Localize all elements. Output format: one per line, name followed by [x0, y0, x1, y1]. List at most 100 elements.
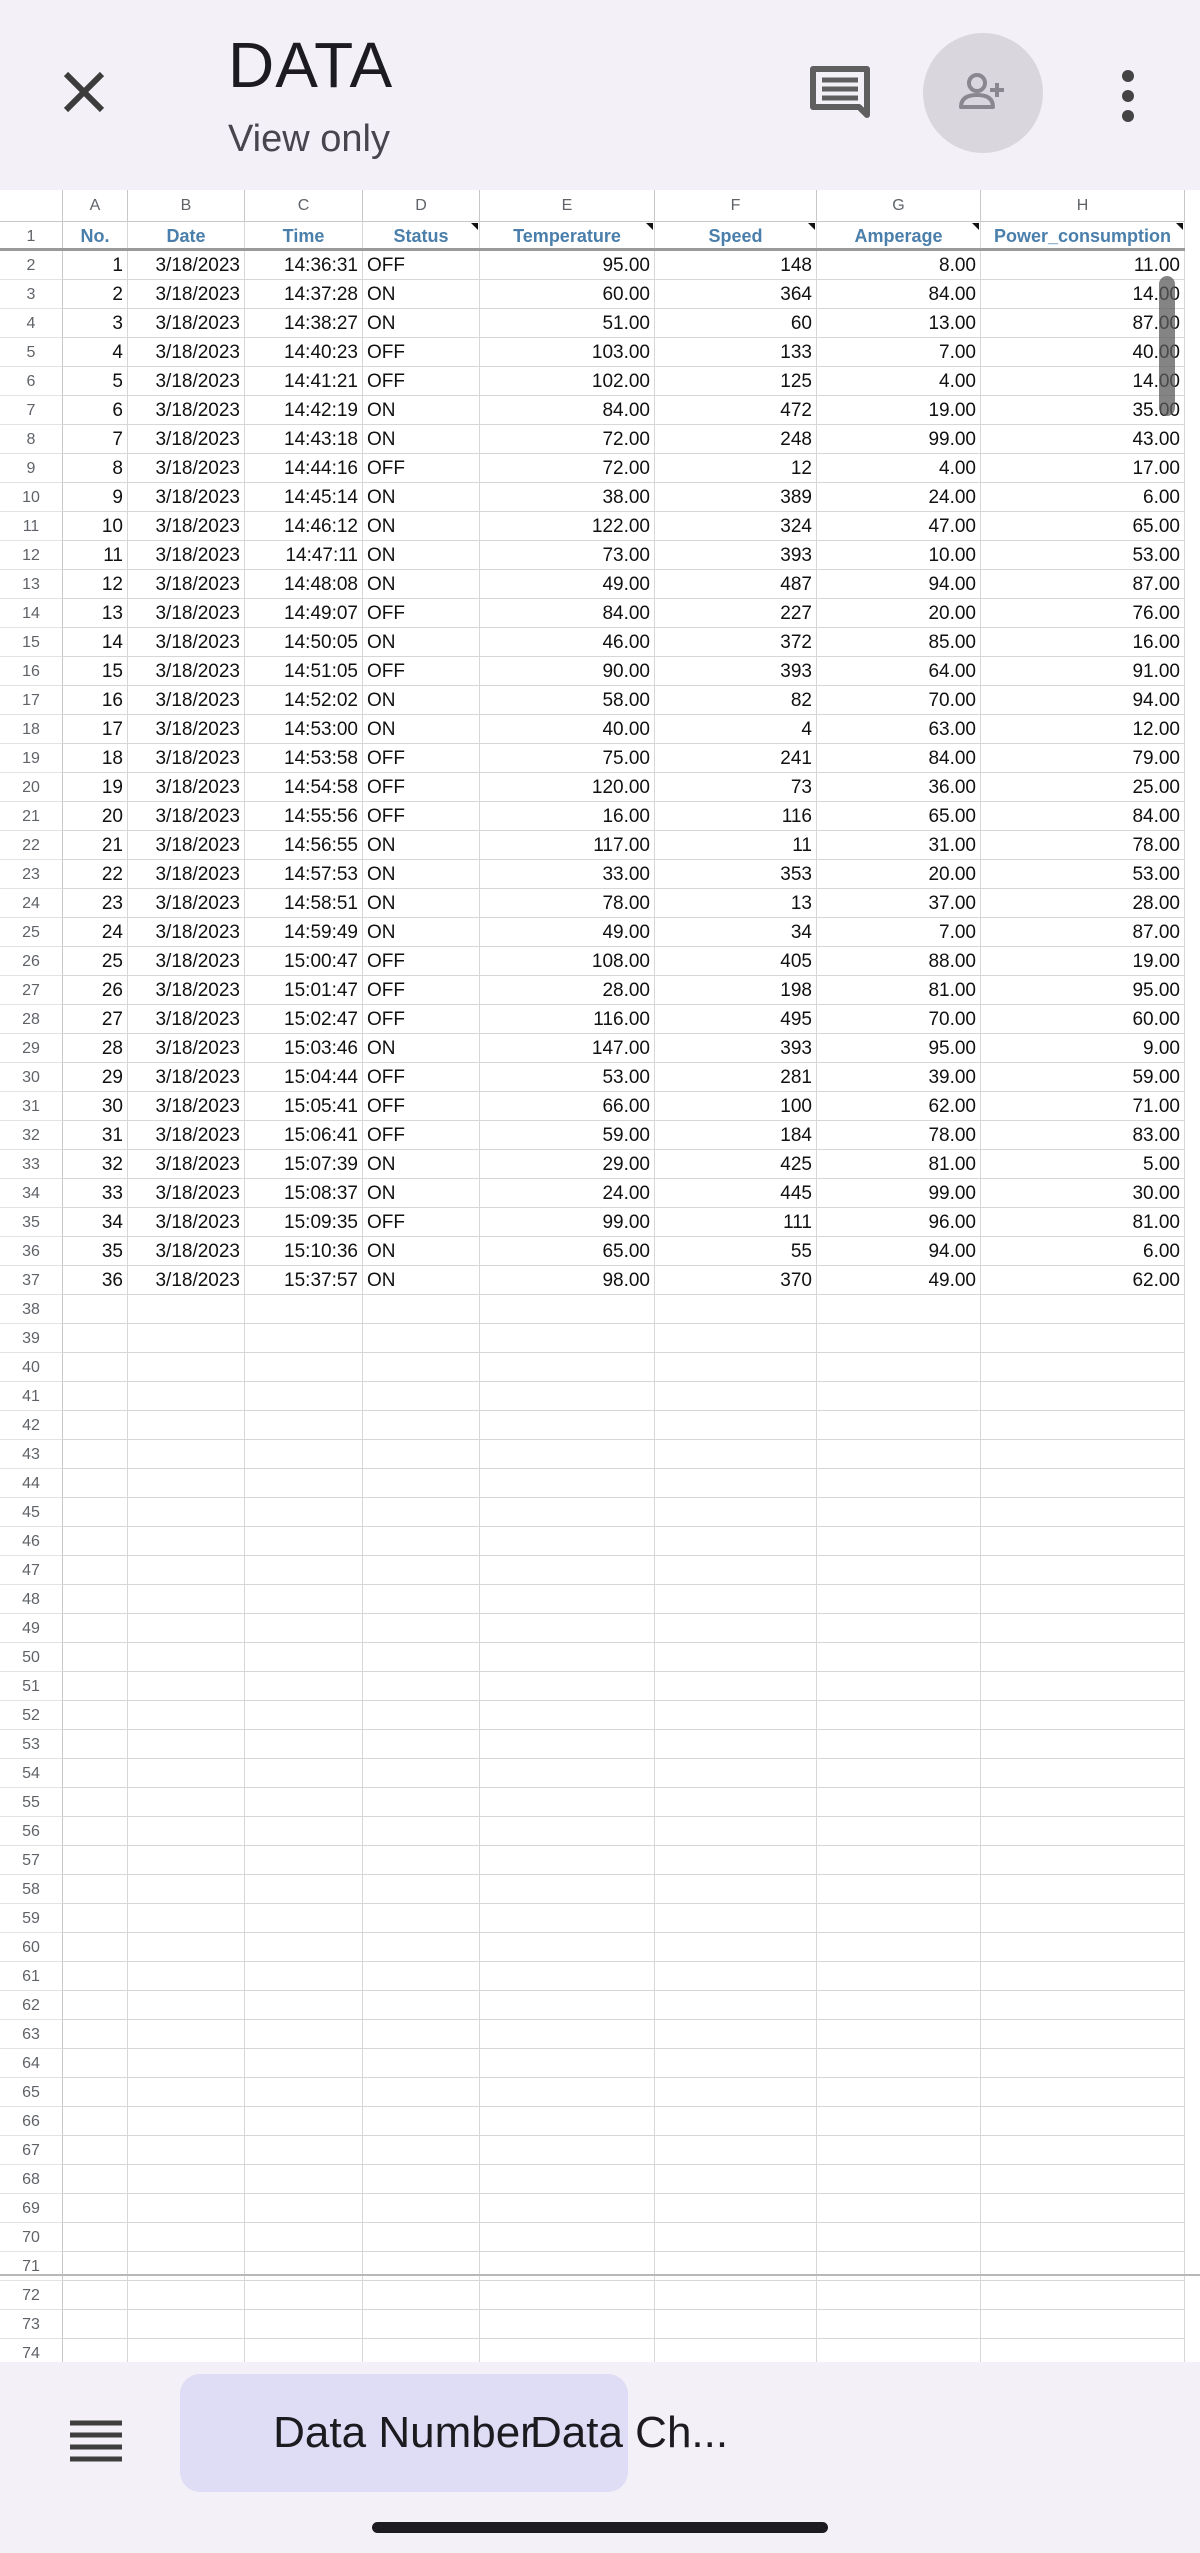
table-cell[interactable]	[128, 1730, 245, 1759]
table-cell[interactable]: 15:01:47	[245, 976, 363, 1005]
table-cell[interactable]: 14:48:08	[245, 570, 363, 599]
table-cell[interactable]	[817, 2020, 981, 2049]
row-number[interactable]: 32	[0, 1121, 63, 1150]
table-cell[interactable]: 81.00	[817, 1150, 981, 1179]
row-number[interactable]: 65	[0, 2078, 63, 2107]
table-cell[interactable]: 14:59:49	[245, 918, 363, 947]
select-all-corner[interactable]	[0, 190, 63, 222]
table-cell[interactable]: 487	[655, 570, 817, 599]
table-cell[interactable]: 3/18/2023	[128, 425, 245, 454]
table-cell[interactable]: 15:00:47	[245, 947, 363, 976]
table-cell[interactable]	[245, 1788, 363, 1817]
table-cell[interactable]: 70.00	[817, 686, 981, 715]
table-cell[interactable]	[363, 1701, 480, 1730]
table-cell[interactable]	[63, 1701, 128, 1730]
table-cell[interactable]	[981, 1875, 1185, 1904]
table-cell[interactable]: OFF	[363, 1121, 480, 1150]
table-cell[interactable]	[655, 1469, 817, 1498]
table-cell[interactable]	[128, 1788, 245, 1817]
table-cell[interactable]: 14:43:18	[245, 425, 363, 454]
table-cell[interactable]: 14:57:53	[245, 860, 363, 889]
table-cell[interactable]: 73.00	[480, 541, 655, 570]
row-number[interactable]: 15	[0, 628, 63, 657]
table-cell[interactable]: 14:53:58	[245, 744, 363, 773]
table-cell[interactable]	[363, 1585, 480, 1614]
table-cell[interactable]: 24.00	[480, 1179, 655, 1208]
table-cell[interactable]	[981, 1527, 1185, 1556]
table-cell[interactable]: 133	[655, 338, 817, 367]
table-cell[interactable]: 49.00	[480, 918, 655, 947]
table-cell[interactable]: 472	[655, 396, 817, 425]
table-cell[interactable]: 3/18/2023	[128, 541, 245, 570]
table-cell[interactable]	[480, 1875, 655, 1904]
table-cell[interactable]	[245, 1469, 363, 1498]
table-cell[interactable]: 78.00	[981, 831, 1185, 860]
table-cell[interactable]: ON	[363, 889, 480, 918]
table-cell[interactable]: 14:58:51	[245, 889, 363, 918]
table-cell[interactable]: 1	[63, 251, 128, 280]
table-cell[interactable]	[128, 1962, 245, 1991]
table-cell[interactable]: 95.00	[480, 251, 655, 280]
table-cell[interactable]: 20.00	[817, 599, 981, 628]
table-cell[interactable]	[63, 1353, 128, 1382]
table-cell[interactable]: 3/18/2023	[128, 715, 245, 744]
table-cell[interactable]	[363, 1469, 480, 1498]
table-cell[interactable]	[655, 1788, 817, 1817]
table-cell[interactable]: OFF	[363, 454, 480, 483]
table-cell[interactable]: 8	[63, 454, 128, 483]
table-cell[interactable]	[63, 2223, 128, 2252]
table-cell[interactable]	[363, 2165, 480, 2194]
row-number[interactable]: 54	[0, 1759, 63, 1788]
table-cell[interactable]	[981, 1324, 1185, 1353]
table-cell[interactable]	[63, 1933, 128, 1962]
table-cell[interactable]	[655, 1730, 817, 1759]
row-number[interactable]: 63	[0, 2020, 63, 2049]
table-cell[interactable]	[63, 1585, 128, 1614]
table-cell[interactable]	[363, 1353, 480, 1382]
row-number[interactable]: 67	[0, 2136, 63, 2165]
table-cell[interactable]	[480, 2310, 655, 2339]
column-letter-b[interactable]: B	[128, 190, 245, 222]
column-letter-a[interactable]: A	[63, 190, 128, 222]
row-number[interactable]: 23	[0, 860, 63, 889]
table-cell[interactable]: 53.00	[981, 860, 1185, 889]
table-cell[interactable]: 63.00	[817, 715, 981, 744]
table-cell[interactable]	[981, 1701, 1185, 1730]
table-cell[interactable]	[655, 2223, 817, 2252]
table-cell[interactable]	[245, 1759, 363, 1788]
table-cell[interactable]	[63, 1817, 128, 1846]
table-cell[interactable]: 14:53:00	[245, 715, 363, 744]
table-cell[interactable]	[817, 1295, 981, 1324]
table-cell[interactable]	[245, 1904, 363, 1933]
table-cell[interactable]	[817, 1585, 981, 1614]
table-cell[interactable]	[655, 1701, 817, 1730]
table-cell[interactable]: 372	[655, 628, 817, 657]
table-cell[interactable]: 405	[655, 947, 817, 976]
row-number[interactable]: 59	[0, 1904, 63, 1933]
table-cell[interactable]: 10.00	[817, 541, 981, 570]
table-cell[interactable]: 53.00	[981, 541, 1185, 570]
table-cell[interactable]: 35	[63, 1237, 128, 1266]
table-cell[interactable]: 15:06:41	[245, 1121, 363, 1150]
table-cell[interactable]	[363, 2049, 480, 2078]
table-cell[interactable]	[245, 2194, 363, 2223]
table-cell[interactable]: 15:03:46	[245, 1034, 363, 1063]
column-header-cell[interactable]: Temperature	[480, 222, 655, 251]
table-cell[interactable]	[981, 2165, 1185, 2194]
table-cell[interactable]	[655, 1759, 817, 1788]
row-number[interactable]: 53	[0, 1730, 63, 1759]
table-cell[interactable]	[245, 1585, 363, 1614]
row-number[interactable]: 41	[0, 1382, 63, 1411]
table-cell[interactable]: 8.00	[817, 251, 981, 280]
table-cell[interactable]: ON	[363, 918, 480, 947]
table-cell[interactable]	[655, 1382, 817, 1411]
row-number[interactable]: 47	[0, 1556, 63, 1585]
table-cell[interactable]	[480, 1817, 655, 1846]
table-cell[interactable]: 108.00	[480, 947, 655, 976]
table-cell[interactable]	[817, 1556, 981, 1585]
table-cell[interactable]: 14:52:02	[245, 686, 363, 715]
table-cell[interactable]: ON	[363, 483, 480, 512]
table-cell[interactable]	[655, 2049, 817, 2078]
table-cell[interactable]: OFF	[363, 976, 480, 1005]
table-cell[interactable]	[245, 1498, 363, 1527]
